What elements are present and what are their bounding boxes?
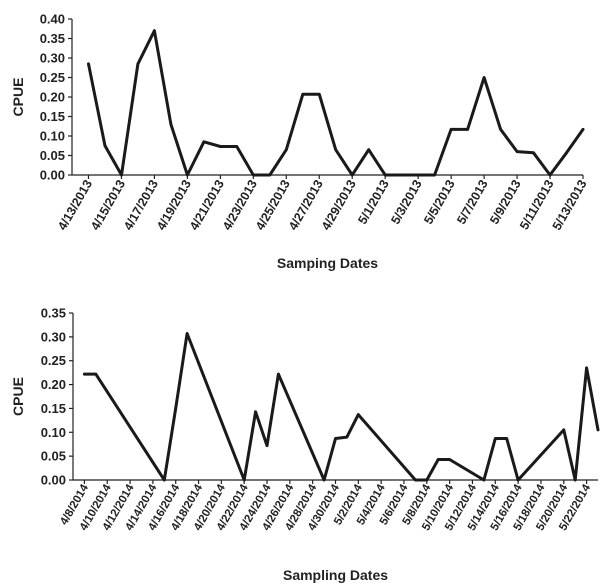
data-point bbox=[548, 173, 552, 177]
y-tick-label: 0.30 bbox=[40, 51, 65, 66]
data-point bbox=[254, 410, 257, 414]
data-point bbox=[482, 76, 486, 79]
data-point bbox=[345, 435, 349, 439]
data-point bbox=[436, 458, 440, 461]
y-tick-label: 0.40 bbox=[40, 12, 65, 27]
data-point bbox=[596, 428, 600, 432]
data-point bbox=[317, 92, 321, 96]
data-point bbox=[301, 92, 305, 96]
data-point bbox=[242, 478, 246, 482]
x-tick-label: 5/7/2013 bbox=[454, 177, 490, 226]
data-point bbox=[202, 140, 206, 144]
data-point bbox=[515, 150, 519, 153]
y-tick-label: 0.00 bbox=[41, 473, 66, 488]
x-tick-label: 5/1/2013 bbox=[355, 177, 391, 226]
data-point bbox=[252, 173, 255, 177]
data-point bbox=[466, 128, 469, 131]
y-tick-label: 0.10 bbox=[40, 129, 65, 144]
y-tick-label: 0.30 bbox=[41, 329, 66, 344]
data-point bbox=[449, 128, 453, 131]
data-point bbox=[416, 173, 420, 177]
data-point bbox=[174, 407, 178, 410]
x-tick-label: 5/3/2013 bbox=[388, 177, 424, 226]
data-point bbox=[186, 173, 189, 177]
chart-2014: 0.000.050.100.150.200.250.300.354/8/2014… bbox=[10, 306, 600, 583]
series-line bbox=[82, 332, 600, 482]
data-point bbox=[532, 151, 535, 155]
x-tick-label: 5/9/2013 bbox=[487, 177, 523, 226]
data-point bbox=[265, 444, 269, 447]
data-point bbox=[499, 128, 502, 131]
data-point bbox=[493, 437, 497, 440]
data-point bbox=[433, 173, 436, 177]
y-tick-label: 0.15 bbox=[41, 401, 66, 416]
data-point bbox=[235, 145, 239, 148]
data-point bbox=[277, 372, 280, 376]
y-tick-label: 0.10 bbox=[41, 425, 66, 440]
data-point bbox=[565, 151, 568, 155]
data-point bbox=[516, 478, 520, 482]
y-tick-label: 0.35 bbox=[40, 31, 65, 46]
data-point bbox=[573, 478, 577, 482]
data-point bbox=[83, 372, 86, 376]
data-point bbox=[163, 478, 166, 482]
y-tick-label: 0.05 bbox=[40, 148, 65, 163]
data-point bbox=[400, 173, 403, 177]
data-point bbox=[169, 123, 173, 126]
data-point bbox=[284, 148, 288, 151]
y-tick-label: 0.00 bbox=[40, 168, 65, 183]
y-tick-label: 0.15 bbox=[40, 109, 65, 124]
data-point bbox=[334, 437, 337, 440]
data-point bbox=[153, 29, 156, 32]
series-line bbox=[87, 29, 585, 177]
y-tick-label: 0.05 bbox=[41, 449, 66, 464]
data-point bbox=[482, 478, 486, 482]
data-point bbox=[87, 62, 90, 66]
data-point bbox=[562, 428, 566, 432]
data-point bbox=[425, 478, 429, 482]
data-point bbox=[185, 332, 189, 335]
x-tick-label: 5/5/2013 bbox=[421, 177, 457, 226]
data-point bbox=[268, 173, 272, 177]
data-point bbox=[322, 478, 326, 482]
data-point bbox=[103, 144, 107, 148]
data-point bbox=[357, 413, 360, 416]
data-point bbox=[94, 372, 98, 376]
data-point bbox=[505, 437, 508, 440]
data-point bbox=[219, 145, 222, 148]
data-point bbox=[585, 366, 588, 370]
data-point bbox=[414, 478, 417, 482]
data-point bbox=[581, 128, 585, 131]
data-point bbox=[448, 458, 451, 461]
y-axis-title: CPUE bbox=[10, 377, 26, 416]
chart-2013: 0.000.050.100.150.200.250.300.350.404/13… bbox=[10, 12, 590, 272]
data-point bbox=[367, 148, 371, 151]
data-point bbox=[136, 62, 140, 66]
x-axis-title: Sampling Dates bbox=[283, 567, 388, 583]
y-tick-label: 0.25 bbox=[40, 70, 65, 85]
y-tick-label: 0.35 bbox=[41, 306, 66, 321]
data-point bbox=[383, 173, 387, 177]
y-tick-label: 0.25 bbox=[41, 353, 66, 368]
data-point bbox=[120, 173, 123, 177]
y-tick-label: 0.20 bbox=[41, 377, 66, 392]
data-point bbox=[350, 173, 354, 177]
x-axis-title: Samping Dates bbox=[277, 255, 378, 271]
data-point bbox=[334, 148, 338, 151]
y-tick-label: 0.20 bbox=[40, 90, 65, 105]
y-axis-title: CPUE bbox=[10, 78, 26, 117]
